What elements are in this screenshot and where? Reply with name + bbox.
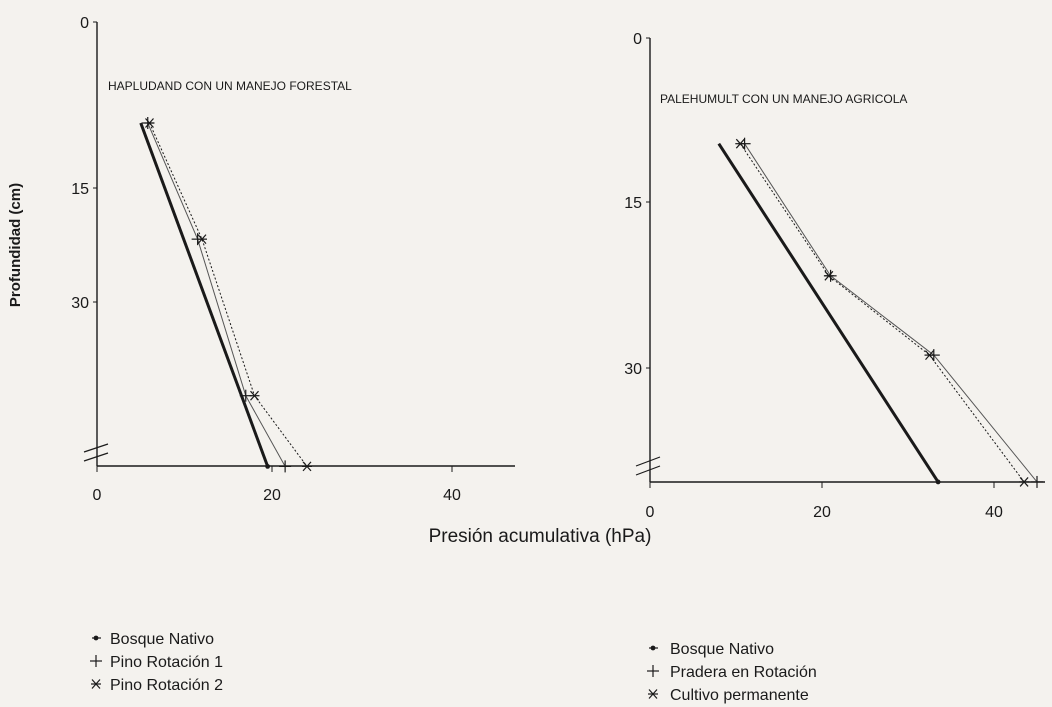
y-tick-label: 0 [633,31,642,48]
legend-item: Bosque Nativo [92,631,214,648]
series-asterisk [735,138,1030,487]
axis-break [83,443,109,453]
chart-title: HAPLUDAND CON UN MANEJO FORESTAL [108,79,352,93]
series-line [149,122,308,467]
legend-item: Bosque Nativo [649,641,774,658]
x-tick-label: 20 [813,504,831,521]
data-point [197,234,207,245]
data-point [1019,477,1030,487]
legend-label: Cultivo permanente [670,687,809,704]
y-axis-label: Profundidad (cm) [7,183,24,307]
series-line [739,143,1025,483]
legend-label: Pino Rotación 2 [110,677,223,694]
data-point [924,350,935,360]
legend-marker [91,679,101,689]
legend-label: Bosque Nativo [670,641,774,658]
series-dot [139,122,271,469]
legend-marker [90,655,102,667]
axis-break [635,456,661,467]
data-point [1031,475,1043,488]
legend-item: Pradera en Rotación [647,664,817,681]
data-point [823,270,834,281]
legend-label: Pradera en Rotación [670,664,817,681]
series-plus [141,117,292,473]
x-tick-label: 0 [93,487,102,504]
y-tick-label: 30 [624,361,642,378]
series-plus [738,137,1043,488]
series-line [139,122,270,467]
x-tick-label: 0 [646,504,655,521]
legend-forestal: Bosque Nativo Pino Rotación 1 Pino Rotació… [90,631,223,694]
series-line [717,142,940,483]
legend-label: Pino Rotación 1 [110,654,223,671]
data-point [144,118,155,128]
series-line [147,122,286,467]
data-point [279,460,292,473]
x-tick-label: 20 [263,487,281,504]
data-point [249,390,260,401]
chart-agricola: PALEHUMULT CON UN MANEJO AGRICOLA 0 20 40 0… [624,31,1045,521]
series-asterisk [144,118,312,472]
y-tick-label: 15 [624,195,642,212]
chart-forestal: HAPLUDAND CON UN MANEJO FORESTAL 0 20 40 0 1… [71,15,515,504]
data-point [265,464,271,469]
legend-label: Bosque Nativo [110,631,214,648]
legend-item: Pino Rotación 2 [91,677,223,694]
data-point [735,138,746,149]
x-tick-label: 40 [443,487,461,504]
chart-title: PALEHUMULT CON UN MANEJO AGRICOLA [660,92,907,106]
y-tick-label: 30 [71,295,89,312]
axis-break [635,465,661,476]
data-point [302,461,312,472]
data-point [935,479,941,485]
x-tick-label: 40 [985,504,1003,521]
y-tick-label: 0 [80,15,89,32]
legend-marker [647,665,659,677]
x-axis-label: Presión acumulativa (hPa) [429,526,652,547]
y-tick-label: 15 [71,181,89,198]
legend-item: Cultivo permanente [648,687,809,704]
legend-marker [648,689,658,699]
legend-agricola: Bosque Nativo Pradera en Rotación Cultivo … [647,641,817,704]
series-dot [717,142,941,485]
axis-break [83,452,109,462]
legend-item: Pino Rotación 1 [90,654,223,671]
series-line [744,143,1038,483]
